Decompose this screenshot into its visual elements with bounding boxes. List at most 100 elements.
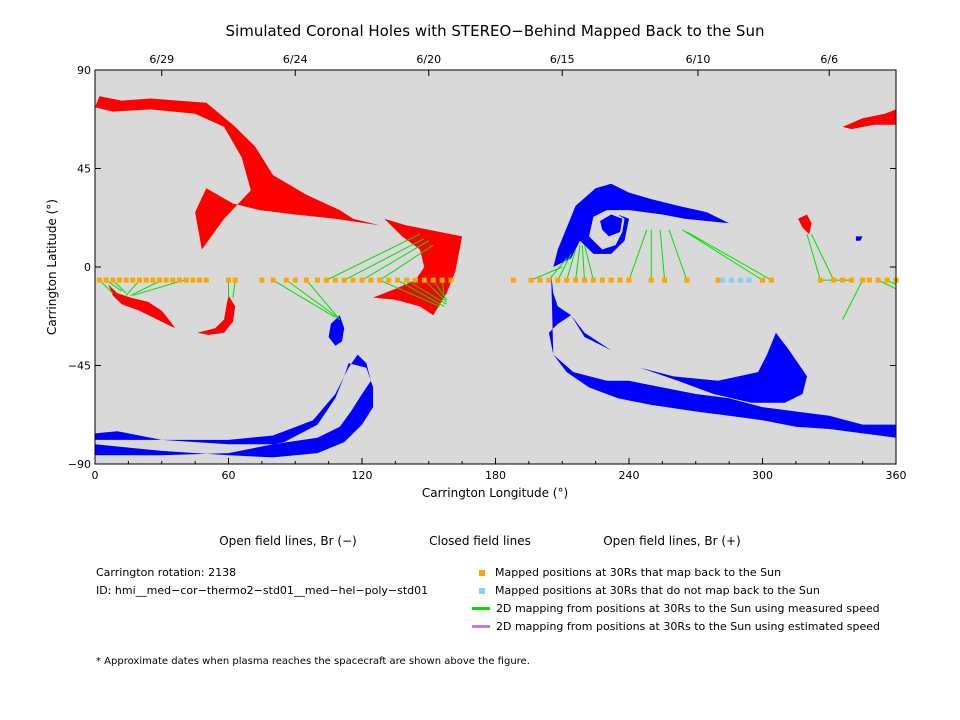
measured-mapping-line [686,231,772,281]
measured-mapping-line [343,238,425,281]
mapped-position [123,277,129,283]
negative-coronal-hole [571,315,807,403]
legend-item: 2D mapping from positions at 30Rs to the… [472,602,880,615]
unmapped-position [728,277,734,283]
mapped-position [341,277,347,283]
mapped-position [768,277,774,283]
measured-mapping-line [682,229,763,281]
measured-mapping-line [406,279,447,305]
measured-mapping-line [441,280,445,298]
mapped-position [350,277,356,283]
legend-item: Mapped positions at 30Rs that map back t… [479,566,781,579]
measured-mapping-line [423,279,447,303]
mapped-position [368,277,374,283]
positive-coronal-hole [842,109,896,130]
legend-item: Mapped positions at 30Rs that do not map… [479,584,820,597]
measured-mapping-line [530,266,563,281]
measured-mapping-line [842,279,864,320]
negative-coronal-hole [600,214,623,237]
x-tick-label: 120 [352,469,373,482]
measured-mapping-line [130,279,162,296]
mapped-position [283,277,289,283]
measured-mapping-line [628,229,648,281]
mapped-position [866,277,872,283]
mapped-position [232,277,238,283]
legend-label: Mapped positions at 30Rs that do not map… [495,584,820,597]
positive-coronal-hole [798,214,812,235]
unmapped-position [719,277,725,283]
measured-mapping-line [548,257,568,281]
mapped-position [564,277,570,283]
mapped-position [163,277,169,283]
positive-coronal-hole [197,295,236,335]
mapped-position [412,277,418,283]
mapped-position [157,277,163,283]
mapped-position [448,277,454,283]
coronal-hole-map: Simulated Coronal Holes with STEREO−Behi… [45,22,907,500]
measured-mapping-line [397,279,445,307]
date-tick-label: 6/20 [416,53,441,66]
mapped-position [303,277,309,283]
mapping-lines [99,229,897,320]
measured-mapping-line [326,233,421,281]
mapped-position [226,277,231,283]
mapped-position [170,277,176,283]
mapped-position [183,277,189,283]
measured-mapping-line [581,245,585,281]
mapped-position [760,277,765,283]
legend-swatch [472,625,490,628]
coronal-holes [95,96,896,458]
mapped-position [377,277,383,283]
unmapped-position [737,277,743,283]
x-axis-label: Carrington Longitude (°) [422,486,568,500]
legend-label: 2D mapping from positions at 30Rs to the… [496,602,880,615]
x-tick-label: 60 [222,469,236,482]
y-tick-label: −45 [68,360,91,373]
measured-mapping-line [668,229,688,281]
mapped-position [404,277,409,283]
legend-swatch [472,607,490,610]
footnote: * Approximate dates when plasma reaches … [96,656,530,667]
mapped-position [840,277,846,283]
mapped-position [103,277,109,283]
mapped-position [537,277,543,283]
plot-background [95,70,896,464]
mapped-position [270,277,276,283]
mapped-position [430,277,436,283]
mapped-position [528,277,534,283]
date-tick-label: 6/6 [820,53,838,66]
mapped-position [116,277,122,283]
y-axis-label: Carrington Latitude (°) [45,199,59,335]
date-tick-label: 6/29 [149,53,174,66]
mapped-position [439,277,445,283]
mapped-position [684,277,690,283]
date-tick-label: 6/15 [550,53,575,66]
mapped-position [582,277,587,283]
mapped-position [626,277,632,283]
mapped-position [359,277,365,283]
mapped-position [332,277,338,283]
negative-coronal-hole [553,183,730,267]
mapped-position [137,277,142,283]
x-tick-label: 360 [886,469,907,482]
mapped-position [617,277,623,283]
mapped-position [177,277,183,283]
positive-coronal-hole [373,218,463,316]
mapped-position [860,277,866,283]
mapped-position [395,277,401,283]
mapped-position [386,277,392,283]
mapped-position [599,277,605,283]
legend-label: 2D mapping from positions at 30Rs to the… [496,620,881,633]
model-id: ID: hmi__med−cor−thermo2−std01__med−hel−… [96,584,429,597]
carrington-rotation: Carrington rotation: 2138 [96,566,237,579]
measured-mapping-line [584,244,594,281]
measured-mapping-line [232,280,236,298]
unmapped-position [746,277,752,283]
mapped-positions [96,277,899,283]
mapped-position [573,277,579,283]
y-tick-label: 0 [84,261,91,274]
mapped-position [849,277,854,283]
colorbar-label: Open field lines, Br (−) [219,534,357,548]
chart-title: Simulated Coronal Holes with STEREO−Behi… [226,22,765,40]
measured-mapping-line [132,279,185,296]
